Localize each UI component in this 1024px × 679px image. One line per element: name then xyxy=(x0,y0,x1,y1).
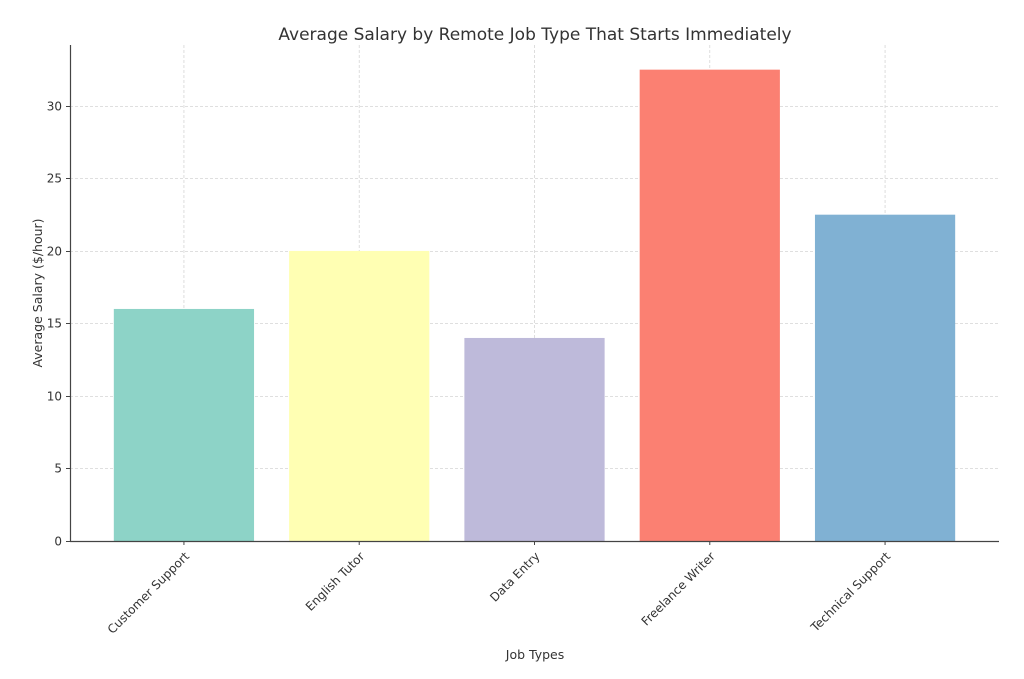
y-ticks: 0 5 10 15 20 25 30 xyxy=(47,100,70,549)
x-tick-label: Technical Support xyxy=(807,549,893,635)
x-tick-label: Freelance Writer xyxy=(639,549,718,628)
y-axis-label: Average Salary ($/hour) xyxy=(30,218,45,367)
bar-data-entry xyxy=(464,337,605,541)
bar-technical-support xyxy=(814,214,956,541)
x-tick-label: Customer Support xyxy=(105,549,193,637)
x-tick-label: English Tutor xyxy=(303,549,368,614)
bar-freelance-writer xyxy=(639,69,780,541)
y-tick-label: 0 xyxy=(54,535,62,549)
y-tick-label: 10 xyxy=(47,390,62,404)
chart-title: Average Salary by Remote Job Type That S… xyxy=(278,25,791,45)
y-tick-label: 5 xyxy=(54,462,62,476)
bar-customer-support xyxy=(113,308,255,541)
bars xyxy=(113,69,956,541)
x-tick-label: Data Entry xyxy=(487,549,542,604)
y-tick-label: 15 xyxy=(47,317,62,331)
bar-english-tutor xyxy=(289,250,430,541)
y-tick-label: 20 xyxy=(47,245,62,259)
x-axis-label: Job Types xyxy=(505,647,564,662)
y-tick-label: 30 xyxy=(47,100,62,114)
x-ticks: Customer Support English Tutor Data Entry F… xyxy=(105,541,893,637)
y-tick-label: 25 xyxy=(47,172,62,186)
